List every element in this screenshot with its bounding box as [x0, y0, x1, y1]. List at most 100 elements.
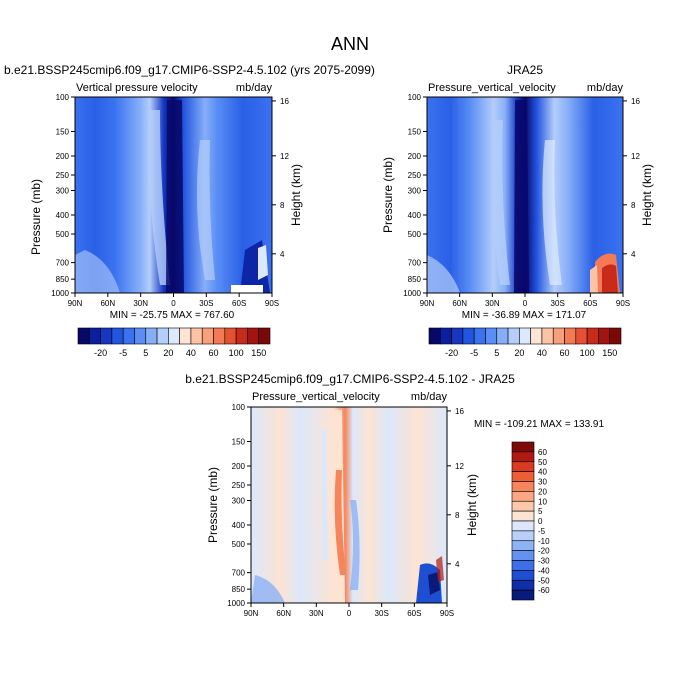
panel-1-colorbar: -20 -5 5 20 40 60 100 150 [77, 327, 271, 358]
x-tick-label: 60S [232, 299, 246, 308]
y-tick-label: 300 [232, 497, 246, 506]
y-tick-label: 700 [408, 259, 422, 268]
colorbar-swatch [100, 327, 113, 345]
colorbar-label: -5 [470, 348, 478, 358]
panel-2-ylabel: Pressure (mb) [381, 157, 395, 233]
colorbar-swatch [519, 327, 531, 345]
colorbar-swatch [511, 441, 535, 453]
y-tick-label: 300 [56, 187, 70, 196]
panel-2-colorbar: -20 -5 5 20 40 60 100 150 [428, 327, 622, 358]
colorbar-label: -40 [538, 566, 550, 575]
x-tick-label: 90N [244, 609, 259, 618]
y-tick-label: 850 [232, 585, 246, 594]
colorbar-label: 60 [209, 348, 219, 358]
colorbar-swatch [473, 327, 486, 345]
colorbar-swatch [145, 327, 158, 345]
y-tick-label: 850 [408, 275, 422, 284]
panel-3-variable-label: Pressure_vertical_velocity [252, 391, 380, 403]
colorbar-label: 100 [229, 348, 244, 358]
x-tick-label: 90S [440, 609, 454, 618]
y-tick-label: 700 [56, 259, 70, 268]
y-tick-label: 500 [232, 540, 246, 549]
height-tick-label: 8 [455, 511, 460, 520]
colorbar-label: 40 [186, 348, 196, 358]
y-tick-label: 400 [232, 521, 246, 530]
height-tick-label: 4 [631, 250, 636, 259]
colorbar-swatch [511, 560, 535, 571]
colorbar-swatch [77, 327, 90, 345]
colorbar-swatch [511, 481, 535, 492]
panel-2-units: mb/day [587, 82, 624, 94]
colorbar-label: -10 [538, 537, 550, 546]
colorbar-label: -20 [94, 348, 107, 358]
x-tick-label: 60N [276, 609, 291, 618]
colorbar-swatch [247, 327, 260, 345]
y-tick-label: 100 [56, 93, 70, 102]
height-tick-label: 12 [455, 462, 464, 471]
colorbar-swatch [224, 327, 237, 345]
colorbar-swatch [511, 570, 535, 581]
panel-model: b.e21.BSSP245cmip6.f09_g17.CMIP6-SSP2-4.… [4, 63, 375, 358]
colorbar-label: -20 [538, 547, 550, 556]
x-tick-label: 60N [452, 299, 467, 308]
colorbar-label: 20 [163, 348, 173, 358]
panel-1-ylabel: Pressure (mb) [29, 179, 43, 255]
y-tick-label: 400 [56, 211, 70, 220]
colorbar-swatch [598, 327, 611, 345]
height-tick-label: 16 [280, 97, 289, 106]
colorbar-swatch [511, 520, 535, 532]
y-tick-label: 400 [408, 211, 422, 220]
panel-2-title: JRA25 [507, 63, 543, 77]
colorbar-label: 150 [251, 348, 266, 358]
panel-2-axes: 90N 60N 30N 0 30S 60S 90S 100 150 200 250 300 400 500… [403, 93, 640, 308]
colorbar-swatch [511, 451, 535, 463]
colorbar-swatch [530, 327, 543, 345]
panel-3-contour-field [251, 407, 447, 603]
y-tick-label: 850 [56, 275, 70, 284]
y-tick-label: 150 [408, 128, 422, 137]
colorbar-swatch [496, 327, 509, 345]
colorbar-label: 0 [538, 517, 543, 526]
colorbar-swatch [235, 327, 248, 345]
colorbar-label: 10 [538, 497, 547, 506]
colorbar-label: 40 [538, 468, 547, 477]
colorbar-swatch [511, 491, 535, 502]
colorbar-label: -5 [538, 527, 546, 536]
panel-1-title: b.e21.BSSP245cmip6.f09_g17.CMIP6-SSP2-4.… [4, 63, 375, 77]
colorbar-swatch [88, 327, 101, 345]
y-tick-label: 1000 [51, 289, 69, 298]
y-tick-label: 250 [408, 171, 422, 180]
colorbar-label: -50 [538, 576, 550, 585]
panel-difference: b.e21.BSSP245cmip6.f09_g17.CMIP6-SSP2-4.… [185, 372, 604, 618]
x-tick-label: 30N [485, 299, 500, 308]
colorbar-swatch [168, 327, 180, 345]
y-tick-label: 1000 [403, 289, 421, 298]
colorbar-swatch [462, 327, 475, 345]
colorbar-swatch [541, 327, 554, 345]
y-tick-label: 250 [56, 171, 70, 180]
panel-1-min-max: MIN = -25.75 MAX = 767.60 [110, 310, 235, 321]
colorbar-swatch [564, 327, 577, 345]
colorbar-label: 20 [538, 487, 547, 496]
colorbar-label: 150 [602, 348, 617, 358]
height-tick-label: 8 [631, 201, 636, 210]
colorbar-swatch [511, 589, 535, 601]
x-tick-label: 0 [347, 609, 352, 618]
y-tick-label: 100 [408, 93, 422, 102]
colorbar-swatch [439, 327, 452, 345]
y-tick-label: 500 [56, 230, 70, 239]
panel-2-min-max: MIN = -36.89 MAX = 171.07 [462, 310, 587, 321]
colorbar-swatch [511, 461, 535, 472]
colorbar-swatch [190, 327, 203, 345]
y-tick-label: 200 [56, 152, 70, 161]
height-tick-label: 16 [455, 407, 464, 416]
y-tick-label: 700 [232, 569, 246, 578]
panel-1-contour-field [75, 97, 272, 293]
colorbar-swatch [511, 540, 535, 551]
x-tick-label: 30S [199, 299, 213, 308]
x-tick-label: 30N [133, 299, 148, 308]
colorbar-label: 20 [514, 348, 524, 358]
colorbar-swatch [122, 327, 135, 345]
